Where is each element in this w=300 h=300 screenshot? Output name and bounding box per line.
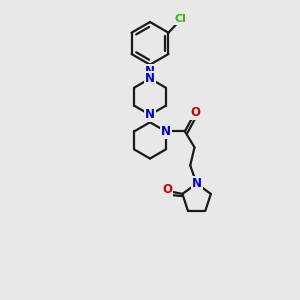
Text: Cl: Cl (174, 14, 186, 24)
Text: N: N (145, 64, 155, 78)
Text: O: O (163, 183, 172, 196)
Text: N: N (192, 177, 202, 190)
Text: N: N (145, 72, 155, 85)
Text: O: O (190, 106, 200, 119)
Text: N: N (145, 108, 155, 121)
Text: N: N (161, 125, 171, 138)
